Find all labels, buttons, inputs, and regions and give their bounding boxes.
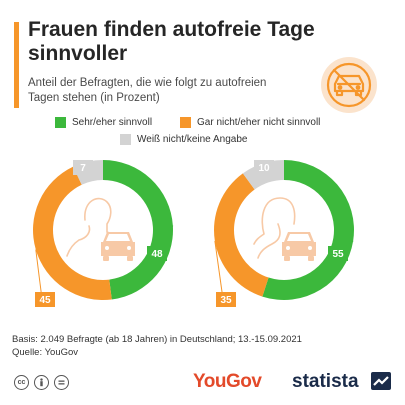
creative-commons-icon[interactable]: cc bbox=[14, 375, 29, 390]
title-accent-bar bbox=[14, 22, 19, 108]
data-label-box bbox=[147, 246, 167, 261]
footnote-basis: Basis: 2.049 Befragte (ab 18 Jahren) in … bbox=[12, 334, 302, 345]
data-label: 7 bbox=[80, 163, 86, 174]
data-label: 10 bbox=[258, 163, 270, 174]
legend-swatch-gray bbox=[120, 134, 131, 145]
attribution-icon[interactable] bbox=[34, 375, 49, 390]
legend-item-positive: Sehr/eher sinnvoll bbox=[55, 117, 152, 128]
data-label-box bbox=[35, 292, 55, 307]
legend-swatch-green bbox=[55, 117, 66, 128]
donut-slice-orange bbox=[214, 173, 269, 297]
page-subtitle: Anteil der Befragten, die wie folgt zu a… bbox=[28, 77, 267, 104]
legend-swatch-orange bbox=[180, 117, 191, 128]
legend-label: Sehr/eher sinnvoll bbox=[72, 117, 153, 128]
woman-with-car-icon bbox=[253, 197, 316, 261]
statista-logo-icon bbox=[371, 372, 391, 390]
donut-slice-green bbox=[262, 160, 354, 300]
legend-label: Gar nicht/eher nicht sinnvoll bbox=[197, 117, 321, 128]
data-label: 35 bbox=[220, 295, 232, 306]
data-label: 55 bbox=[332, 249, 344, 260]
data-label: 45 bbox=[39, 295, 51, 306]
no-car-icon bbox=[321, 57, 377, 113]
donut-chart-women: 55 35 10 bbox=[214, 160, 354, 307]
statista-logo[interactable]: statista bbox=[292, 371, 359, 392]
data-label-box bbox=[216, 292, 236, 307]
label-leader-line bbox=[214, 240, 224, 300]
legend-label: Weiß nicht/keine Angabe bbox=[137, 134, 248, 145]
footnote-source: Quelle: YouGov bbox=[12, 347, 79, 358]
donut-slice-orange bbox=[32, 166, 112, 300]
man-with-car-icon bbox=[66, 197, 135, 261]
data-label-box bbox=[328, 246, 348, 261]
donut-slice-green bbox=[103, 160, 174, 300]
license-icons: cc bbox=[14, 375, 69, 390]
legend-item-negative: Gar nicht/eher nicht sinnvoll bbox=[180, 117, 320, 128]
data-label-box bbox=[73, 160, 93, 175]
label-leader-line bbox=[35, 249, 43, 300]
data-label-box bbox=[254, 160, 274, 175]
legend-item-unknown: Weiß nicht/keine Angabe bbox=[120, 134, 247, 145]
donut-chart-men: 48 45 7 bbox=[32, 160, 174, 307]
data-label: 48 bbox=[151, 249, 163, 260]
no-derivatives-icon[interactable] bbox=[54, 375, 69, 390]
donut-charts: 48 45 7 55 35 10 bbox=[32, 160, 354, 307]
page-title: Frauen finden autofreie Tage sinnvoller bbox=[28, 18, 315, 65]
footnote: Basis: 2.049 Befragte (ab 18 Jahren) in … bbox=[12, 333, 392, 359]
yougov-logo[interactable]: YouGov bbox=[193, 371, 262, 392]
